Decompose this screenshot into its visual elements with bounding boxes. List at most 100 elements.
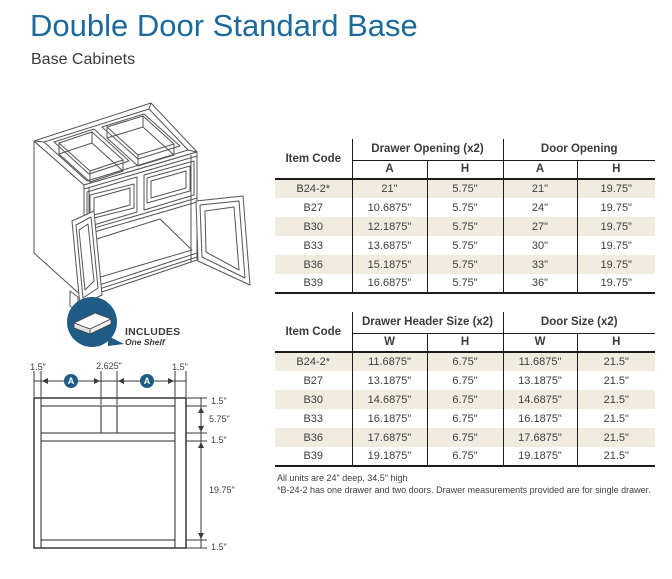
- dimension-value-cell: 21.5": [603, 393, 629, 406]
- dimension-value-cell: 30": [503, 236, 578, 255]
- footnote-units: All units are 24" deep, 34.5" high: [277, 473, 408, 483]
- dim-side-3: 1.5": [211, 435, 227, 445]
- item-code-cell: B24-2*: [275, 352, 353, 371]
- item-code-cell: B27: [275, 198, 353, 217]
- dimension-value-cell: 21": [352, 179, 428, 198]
- dimension-value-cell: 19.1875": [503, 447, 578, 467]
- dim-side-4: 19.75": [209, 485, 235, 495]
- col-header-h: H: [577, 160, 656, 180]
- dimension-value-cell: 12.1875": [352, 217, 428, 236]
- dimension-value-cell: 6.75": [427, 371, 504, 390]
- dimension-value-cell: 17.6875": [503, 428, 578, 447]
- dimension-value-cell: 6.75": [427, 352, 504, 371]
- dimension-value-cell: 36": [503, 274, 578, 294]
- dimension-value-cell: 10.6875": [352, 198, 428, 217]
- col-header-h: H: [427, 160, 504, 180]
- dimension-value-cell: 16.1875": [352, 409, 428, 428]
- dimension-value-cell: 5.75": [427, 179, 504, 198]
- col-header-h: H: [427, 333, 504, 353]
- sizes-table: Item Code Drawer Header Size (x2) Door S…: [275, 312, 656, 467]
- dimension-value-cell: 6.75": [427, 428, 504, 447]
- openings-table: Item Code Drawer Opening (x2) Door Openi…: [275, 139, 656, 294]
- dimension-value-cell: 16.6875": [352, 274, 428, 294]
- dimension-diagram-lines: [33, 371, 207, 549]
- dimension-diagram: 1.5" 2.625" 1.5" A A 1.5" 5.75" 1.5" 19.…: [20, 355, 255, 579]
- dimension-value-cell: 6.75": [427, 409, 504, 428]
- spec-table-row: B36 17.6875" 6.75" 17.6875" 21.5": [275, 428, 656, 447]
- item-code-cell: B39: [275, 274, 353, 294]
- dimension-value-cell: 16.1875": [503, 409, 578, 428]
- item-code-cell: B30: [275, 390, 353, 409]
- spec-table-row: B30 14.6875" 6.75" 14.6875" 21.5": [275, 390, 656, 409]
- spec-table-row: B33 16.1875" 6.75" 16.1875" 21.5": [275, 409, 656, 428]
- shelf-icon: [73, 312, 112, 335]
- col-header-h: H: [577, 333, 656, 353]
- dimension-value-cell: 33": [503, 255, 578, 274]
- dimension-value-cell: 14.6875": [352, 390, 428, 409]
- page-title: Double Door Standard Base: [30, 8, 418, 43]
- includes-shelf-badge: [67, 297, 124, 347]
- dim-top-center: 2.625": [96, 361, 122, 371]
- spec-table-row: B27 13.1875" 6.75" 13.1875" 21.5": [275, 371, 656, 390]
- dim-top-right: 1.5": [172, 362, 188, 372]
- dimension-value-cell: 5.75": [427, 198, 504, 217]
- footnote-b24: *B-24-2 has one drawer and two doors. Dr…: [277, 484, 651, 495]
- col-header-a: A: [503, 160, 578, 180]
- item-code-header: Item Code: [275, 139, 353, 180]
- dim-top-left: 1.5": [30, 362, 46, 372]
- dimension-value-cell: 19.1875": [352, 447, 428, 467]
- dimension-value-cell: 13.1875": [503, 371, 578, 390]
- dimension-value-cell: 19.75": [600, 201, 632, 214]
- spec-table-row: B33 13.6875" 5.75" 30" 19.75": [275, 236, 656, 255]
- dimension-value-cell: 19.75": [577, 274, 656, 294]
- spec-table-row: B24-2* 11.6875" 6.75" 11.6875" 21.5": [275, 352, 656, 371]
- spec-table-row: B39 16.6875" 5.75" 36" 19.75": [275, 274, 656, 294]
- item-code-cell: B36: [275, 428, 353, 447]
- includes-label: INCLUDES: [125, 326, 181, 338]
- dimension-value-cell: 6.75": [427, 447, 504, 467]
- dimension-value-cell: 11.6875": [352, 352, 428, 371]
- col-header-w: W: [352, 333, 428, 353]
- footnotes: All units are 24" deep, 34.5" high *B-24…: [277, 473, 659, 496]
- dimension-value-cell: 27": [503, 217, 578, 236]
- dimension-value-cell: 21.5": [603, 412, 629, 425]
- item-code-cell: B33: [275, 409, 353, 428]
- item-code-cell: B30: [275, 217, 353, 236]
- spec-table-row: B27 10.6875" 5.75" 24" 19.75": [275, 198, 656, 217]
- door-opening-group-header: Door Opening: [503, 139, 656, 161]
- dimension-value-cell: 19.75": [600, 258, 632, 271]
- dimension-value-cell: 24": [503, 198, 578, 217]
- dimension-value-cell: 6.75": [427, 390, 504, 409]
- page-subtitle: Base Cabinets: [31, 51, 136, 68]
- dim-marker-a: A: [64, 374, 78, 388]
- dimension-value-cell: 5.75": [427, 255, 504, 274]
- dimension-value-cell: 21": [503, 179, 578, 198]
- dimension-value-cell: 17.6875": [352, 428, 428, 447]
- item-code-cell: B36: [275, 255, 353, 274]
- dimension-value-cell: 21.5": [603, 356, 629, 368]
- spec-table-row: B39 19.1875" 6.75" 19.1875" 21.5": [275, 447, 656, 467]
- dimension-value-cell: 19.75": [600, 239, 632, 252]
- dimension-value-cell: 14.6875": [503, 390, 578, 409]
- dimension-value-cell: 13.6875": [352, 236, 428, 255]
- dim-side-5: 1.5": [211, 542, 227, 552]
- dimension-value-cell: 21.5": [603, 374, 629, 387]
- dim-marker-a: A: [140, 374, 154, 388]
- drawer-header-size-group-header: Drawer Header Size (x2): [352, 312, 504, 334]
- dim-side-2: 5.75": [209, 414, 230, 424]
- cabinet-line-drawing: [33, 102, 251, 313]
- dimension-value-cell: 19.75": [600, 220, 632, 233]
- drawer-opening-group-header: Drawer Opening (x2): [352, 139, 504, 161]
- one-shelf-label: One Shelf: [125, 337, 165, 347]
- spec-table-row: B36 15.1875" 5.75" 33" 19.75": [275, 255, 656, 274]
- dim-side-1: 1.5": [211, 396, 227, 406]
- spec-table-row: B30 12.1875" 5.75" 27" 19.75": [275, 217, 656, 236]
- item-code-cell: B33: [275, 236, 353, 255]
- badge-tail: [108, 336, 124, 346]
- item-code-header: Item Code: [275, 312, 353, 353]
- item-code-cell: B24-2*: [275, 179, 353, 198]
- col-header-a: A: [352, 160, 428, 180]
- dimension-value-cell: 15.1875": [352, 255, 428, 274]
- dimension-value-cell: 21.5": [603, 431, 629, 444]
- dimension-value-cell: 21.5": [577, 447, 656, 467]
